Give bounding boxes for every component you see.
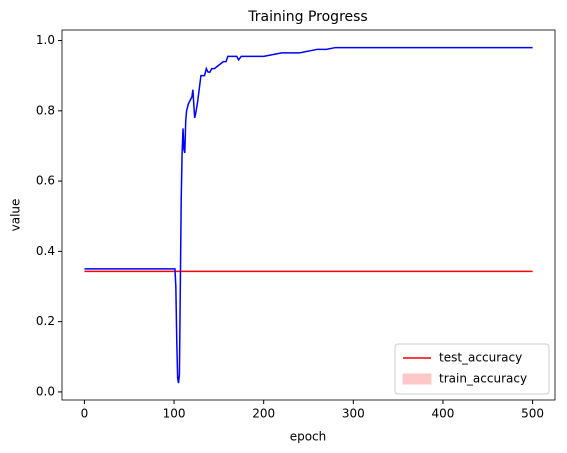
y-tick-label: 0.2 bbox=[36, 314, 55, 328]
chart-title: Training Progress bbox=[247, 9, 367, 25]
x-axis-label: epoch bbox=[290, 430, 327, 444]
y-tick-label: 1.0 bbox=[36, 33, 55, 47]
plot-frame bbox=[61, 29, 556, 401]
y-tick-label: 0.4 bbox=[36, 244, 55, 258]
x-tick-label: 100 bbox=[163, 407, 186, 421]
x-tick-label: 400 bbox=[432, 407, 455, 421]
legend-label: train_accuracy bbox=[439, 372, 527, 386]
legend-box bbox=[394, 343, 550, 395]
y-tick-label: 0.8 bbox=[36, 103, 55, 117]
line-series bbox=[84, 46, 533, 384]
x-tick-label: 0 bbox=[81, 407, 89, 421]
x-tick-label: 200 bbox=[252, 407, 275, 421]
x-tick-label: 300 bbox=[342, 407, 365, 421]
legend-swatch bbox=[402, 373, 432, 385]
y-axis-label: value bbox=[9, 199, 23, 232]
legend-label: test_accuracy bbox=[439, 351, 522, 365]
y-tick-label: 0.6 bbox=[36, 174, 55, 188]
y-tick-label: 0.0 bbox=[36, 384, 55, 398]
x-tick-label: 500 bbox=[521, 407, 544, 421]
